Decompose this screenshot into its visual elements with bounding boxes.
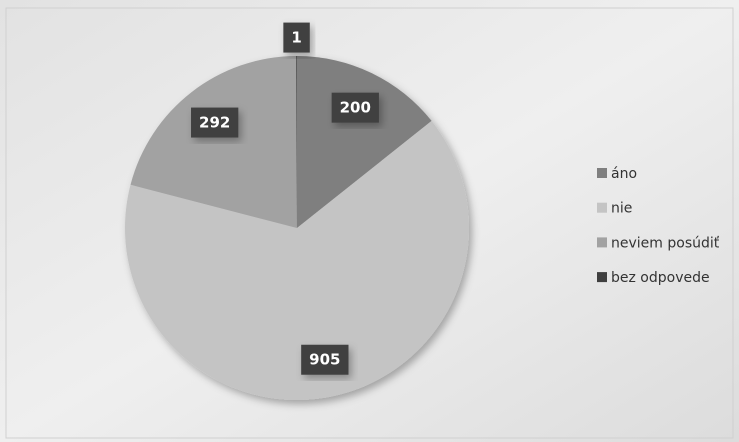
data-label-box <box>301 344 349 375</box>
data-label-box <box>191 107 239 138</box>
legend-label: áno <box>611 166 637 182</box>
legend-swatch <box>597 237 607 248</box>
data-label-box <box>283 22 310 53</box>
legend-swatch <box>597 168 607 178</box>
pie-slice <box>297 56 432 228</box>
frame <box>5 7 734 439</box>
legend-label: neviem posúdiť <box>611 235 720 251</box>
data-label-box <box>331 92 379 123</box>
data-label: 200 <box>340 99 371 117</box>
pie-slice <box>296 56 297 228</box>
pie <box>124 56 470 401</box>
data-label: 905 <box>309 351 340 369</box>
legend-label: nie <box>611 201 632 217</box>
legend-label: bez odpovede <box>611 270 710 286</box>
legend-swatch <box>597 272 607 283</box>
pie-slice <box>130 56 297 228</box>
legend-swatch <box>597 202 607 213</box>
data-label: 1 <box>291 29 301 47</box>
pie-slice <box>124 120 470 401</box>
data-label: 292 <box>199 114 230 132</box>
